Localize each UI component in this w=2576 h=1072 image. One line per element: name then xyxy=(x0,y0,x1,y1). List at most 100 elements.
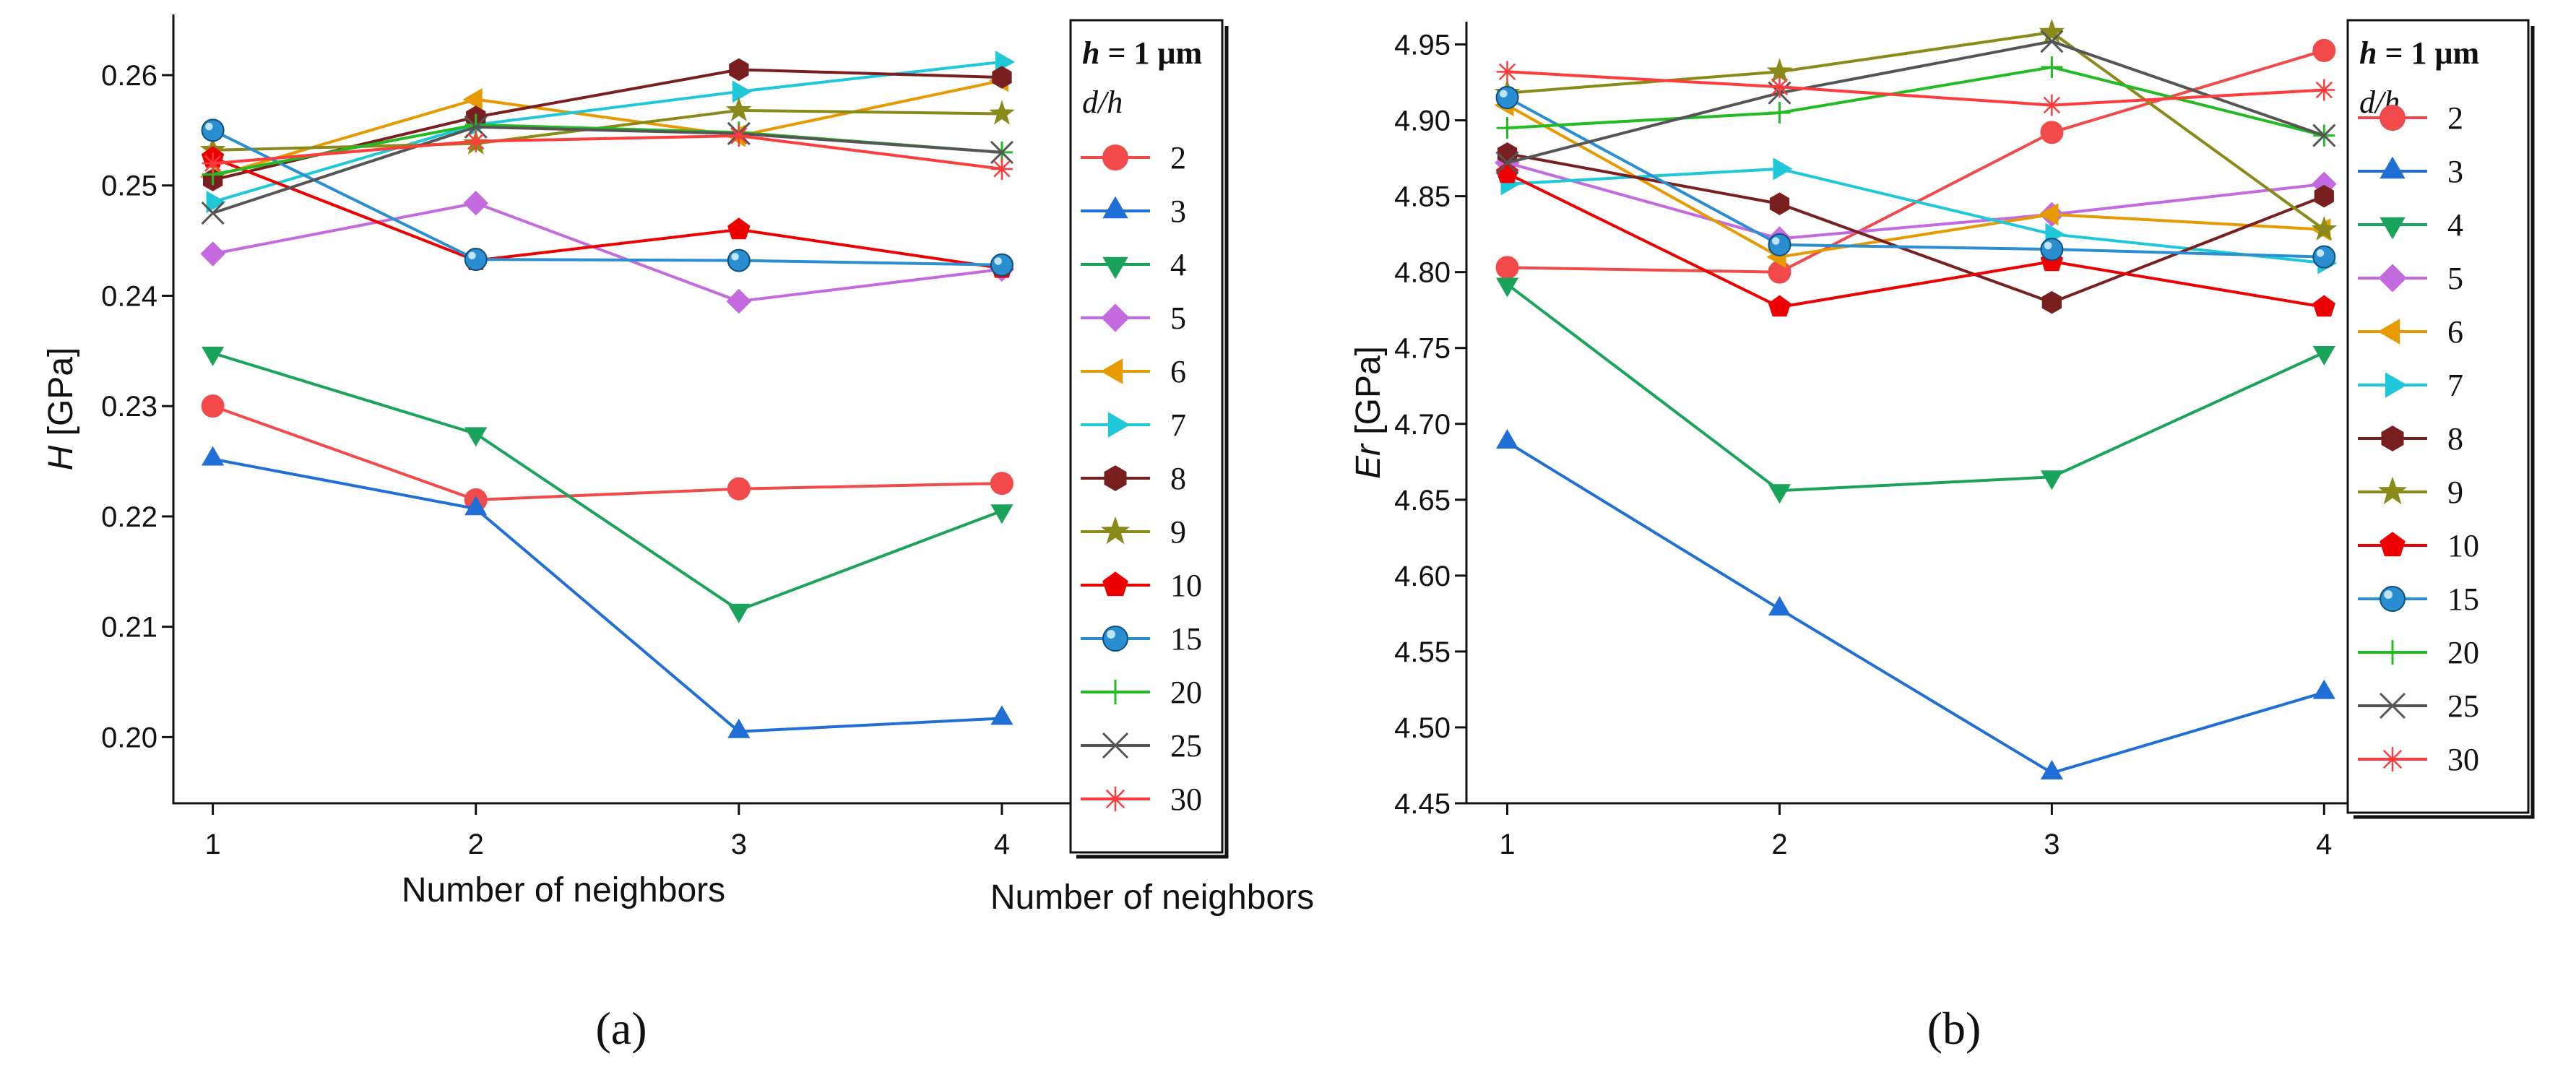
legend-marker-a-30 xyxy=(1103,787,1128,811)
y-tick-label-a-2: 0.22 xyxy=(101,501,157,533)
y-tick-label-b-2: 4.55 xyxy=(1394,636,1451,668)
chart-a: 1 2 3 4 0.20 0.21 0.22 0.23 0.24 0.25 0.26 Number o… xyxy=(42,14,1229,909)
legend-marker-b-25 xyxy=(2379,692,2406,719)
point-b-4-1 xyxy=(1496,277,1519,298)
point-b-10-1 xyxy=(1495,161,1519,183)
x-tick-label-b-3: 3 xyxy=(2044,829,2059,860)
legend-marker-b-20 xyxy=(2380,640,2405,665)
point-a-8-3 xyxy=(729,58,749,82)
legend-entry-b-20: 20 xyxy=(2358,635,2479,670)
legend-entry-b-7: 7 xyxy=(2358,368,2463,403)
y-axis-label-unit-b: [GPa] xyxy=(1349,346,1388,444)
marker-highlight xyxy=(2044,241,2052,250)
series-a-2 xyxy=(201,394,1013,511)
point-a-30-3 xyxy=(727,125,750,147)
marker-highlight xyxy=(994,257,1002,265)
panel-label-a: (a) xyxy=(595,1003,647,1054)
y-tick-label-a-6: 0.26 xyxy=(101,60,157,92)
point-b-30-3 xyxy=(2041,94,2063,116)
legend-label-a-4: 4 xyxy=(1170,247,1186,282)
marker-highlight xyxy=(205,122,213,131)
legend-marker-b-3 xyxy=(2380,156,2406,179)
point-b-4-2 xyxy=(1768,484,1791,504)
legend-label-a-20: 20 xyxy=(1170,675,1202,710)
series-b-30 xyxy=(1496,61,2335,116)
series-line-b-8 xyxy=(1507,152,2325,304)
legend-entry-b-9: 9 xyxy=(2358,475,2463,510)
marker-highlight xyxy=(1107,630,1116,639)
legend-label-b-3: 3 xyxy=(2447,154,2463,189)
legend-box-b xyxy=(2346,19,2530,814)
legend-marker-b-8 xyxy=(2381,425,2404,451)
legend-label-b-15: 15 xyxy=(2447,582,2479,617)
marker-highlight xyxy=(468,251,476,260)
point-a-25-1 xyxy=(201,201,225,225)
marker-highlight xyxy=(731,253,739,261)
point-b-15-3 xyxy=(2040,238,2064,261)
legend-entry-b-2: 2 xyxy=(2358,100,2463,136)
legend-title-b: h = 1 μm xyxy=(2359,35,2479,71)
series-line-b-6 xyxy=(1506,103,2325,259)
legend-marker-a-6 xyxy=(1100,358,1123,384)
legend-label-b-30: 30 xyxy=(2447,742,2479,777)
point-a-4-1 xyxy=(202,346,225,366)
y-axis-label-a: H [GPa] xyxy=(42,347,80,471)
point-a-9-4 xyxy=(989,100,1015,125)
legend-label-b-10: 10 xyxy=(2447,528,2479,563)
legend-shadow-a xyxy=(1076,26,1229,859)
legend-entry-a-30: 30 xyxy=(1081,782,1202,817)
legend-entry-a-20: 20 xyxy=(1081,675,1202,710)
point-b-10-4 xyxy=(2312,295,2335,317)
x-tick-label-a-3: 3 xyxy=(731,829,747,860)
legend-marker-b-2 xyxy=(2380,105,2406,131)
point-a-5-1 xyxy=(200,241,225,267)
legend-title-unit-a: = 1 μm xyxy=(1099,35,1202,71)
point-b-9-4 xyxy=(2311,216,2338,241)
point-a-15-3 xyxy=(727,248,751,272)
y-tick-label-a-5: 0.25 xyxy=(101,170,157,202)
point-b-20-3 xyxy=(2041,56,2063,79)
point-b-20-2 xyxy=(1768,102,1791,124)
series-b-25 xyxy=(1495,30,2336,175)
series-a-4 xyxy=(202,346,1013,623)
x-tick-label-b-4: 4 xyxy=(2316,829,2332,860)
point-a-5-3 xyxy=(726,288,752,314)
axes-frame-a xyxy=(172,14,1199,805)
legend-label-a-9: 9 xyxy=(1170,514,1186,550)
point-b-3-3 xyxy=(2040,760,2063,779)
series-line-a-2 xyxy=(212,405,1002,502)
legend-title-unit-b: = 1 μm xyxy=(2377,35,2479,71)
y-tick-label-a-4: 0.24 xyxy=(101,280,157,312)
point-b-15-2 xyxy=(1768,233,1791,256)
legend-label-b-8: 8 xyxy=(2447,421,2463,457)
point-b-6-3 xyxy=(2039,203,2059,226)
point-a-5-2 xyxy=(463,190,488,216)
point-b-2-1 xyxy=(1495,256,1519,280)
legend-entry-a-4: 4 xyxy=(1081,247,1186,282)
series-line-b-15 xyxy=(1506,96,2325,259)
point-b-2-2 xyxy=(1768,260,1791,284)
point-b-30-4 xyxy=(2313,79,2335,101)
legend-marker-a-4 xyxy=(1102,256,1128,280)
x-axis-label-b: Number of neighbors xyxy=(990,878,1314,917)
legend-marker-b-7 xyxy=(2385,372,2408,398)
legend-marker-a-3 xyxy=(1102,196,1128,219)
legend-marker-a-8 xyxy=(1104,465,1127,491)
x-tick-label-b-2: 2 xyxy=(1771,829,1787,860)
series-a-3 xyxy=(202,446,1013,738)
point-a-7-3 xyxy=(732,80,752,103)
legend-label-a-10: 10 xyxy=(1170,568,1202,603)
point-a-9-3 xyxy=(726,97,752,121)
legend-marker-a-20 xyxy=(1103,680,1128,704)
series-line-a-4 xyxy=(212,351,1003,612)
y-axis-label-unit-a: [GPa] xyxy=(42,347,80,446)
legend-label-b-9: 9 xyxy=(2447,475,2463,510)
legend-entry-a-15: 15 xyxy=(1081,621,1202,657)
legend-marker-b-5 xyxy=(2378,264,2407,293)
legend-entry-a-2: 2 xyxy=(1081,140,1186,176)
point-b-25-3 xyxy=(2040,30,2064,53)
legend-label-b-2: 2 xyxy=(2447,100,2463,136)
legend-entry-a-6: 6 xyxy=(1081,354,1186,389)
point-b-30-1 xyxy=(1496,61,1518,83)
point-a-15-2 xyxy=(464,248,488,272)
